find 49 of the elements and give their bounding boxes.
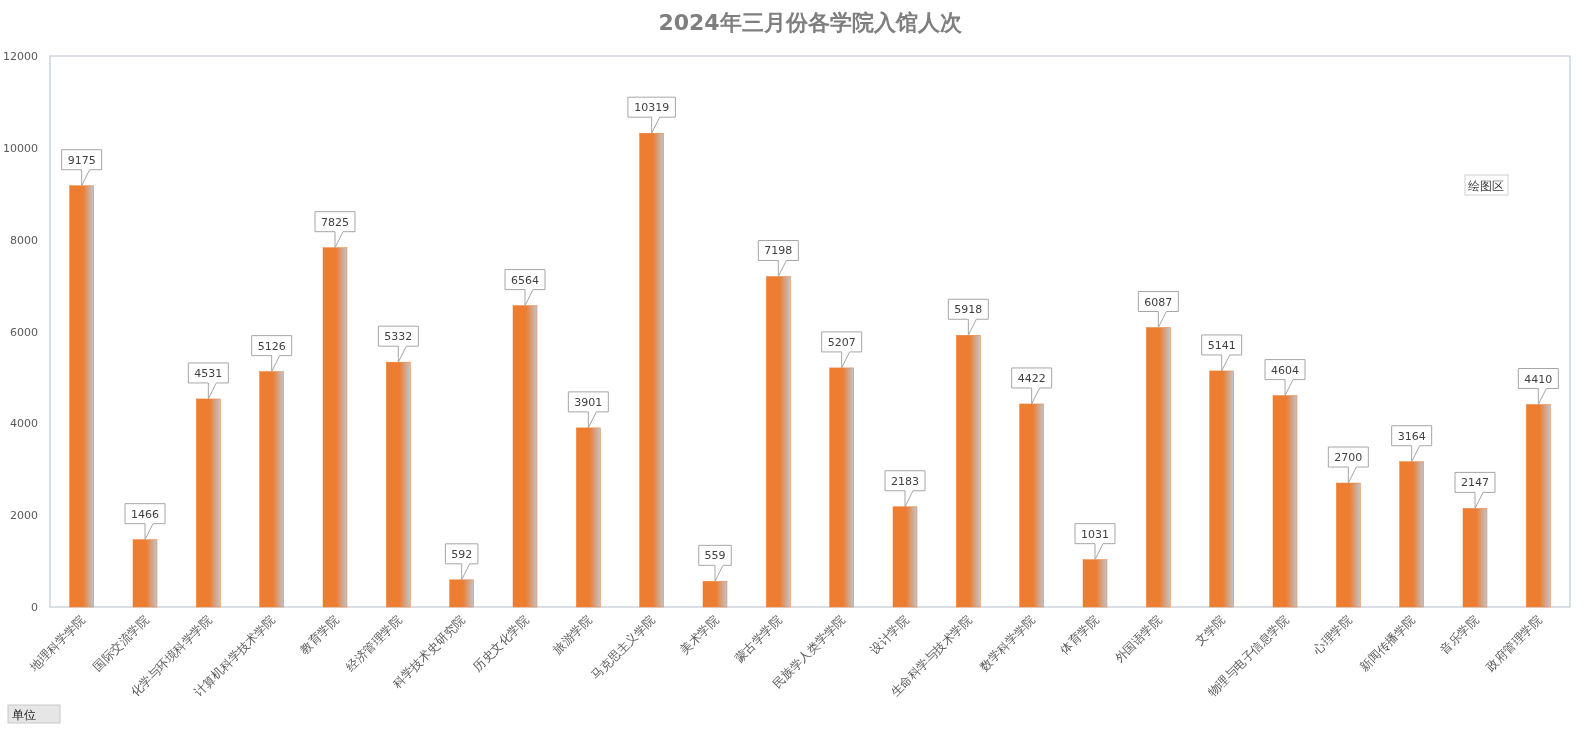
x-tick-label: 地理科学学院 (26, 613, 88, 675)
y-tick-label: 4000 (10, 417, 38, 431)
annotation: 绘图区 (1468, 179, 1504, 193)
data-label: 2700 (1334, 451, 1363, 465)
x-tick-label: 数学科学学院 (976, 613, 1038, 675)
x-tick-label: 政府管理学院 (1483, 613, 1545, 675)
y-tick-label: 10000 (3, 141, 38, 155)
x-tick-label: 文学院 (1192, 613, 1228, 649)
x-tick-label: 蒙古学学院 (732, 613, 785, 666)
y-tick-label: 6000 (10, 325, 38, 339)
data-label: 7825 (321, 215, 349, 229)
data-label: 6564 (511, 273, 539, 287)
data-label: 4531 (194, 366, 223, 380)
y-tick-label: 8000 (10, 233, 38, 247)
x-tick-label: 心理学院 (1309, 613, 1355, 658)
data-label: 2183 (891, 474, 919, 488)
data-label: 6087 (1144, 295, 1173, 309)
y-tick-label: 12000 (3, 50, 38, 63)
x-tick-label: 教育学院 (297, 613, 342, 658)
data-label: 559 (704, 549, 726, 563)
data-label: 5207 (827, 335, 856, 349)
data-label: 1466 (131, 507, 159, 521)
data-label: 5141 (1207, 338, 1236, 352)
data-label: 1031 (1081, 527, 1109, 541)
y-tick-label: 0 (31, 601, 38, 614)
x-tick-label: 新闻传播学院 (1356, 613, 1418, 675)
data-label: 592 (451, 547, 473, 561)
x-tick-label: 历史文化学院 (470, 613, 532, 675)
text: 单位 (12, 708, 36, 722)
x-tick-label: 外国语学院 (1112, 613, 1165, 666)
data-label: 5332 (384, 330, 413, 344)
data-label: 5918 (954, 303, 983, 317)
data-label: 4410 (1524, 372, 1553, 386)
data-label: 4422 (1017, 371, 1046, 385)
data-label: 3901 (574, 395, 603, 409)
data-label: 5126 (257, 339, 286, 353)
x-tick-label: 设计学院 (867, 613, 912, 658)
x-tick-label: 美术学院 (677, 613, 722, 658)
x-tick-label: 音乐学院 (1437, 613, 1482, 658)
y-tick-label: 2000 (10, 509, 38, 523)
x-tick-label: 旅游学院 (550, 613, 595, 658)
data-label: 2147 (1461, 476, 1489, 490)
data-label: 9175 (67, 153, 96, 167)
x-tick-label: 体育学院 (1057, 613, 1102, 658)
data-label: 3164 (1397, 429, 1426, 443)
chart-title: 2024年三月份各学院入馆人次 (658, 10, 963, 35)
data-label: 10319 (634, 101, 670, 115)
data-label: 7198 (764, 244, 793, 258)
data-label: 4604 (1271, 363, 1299, 377)
